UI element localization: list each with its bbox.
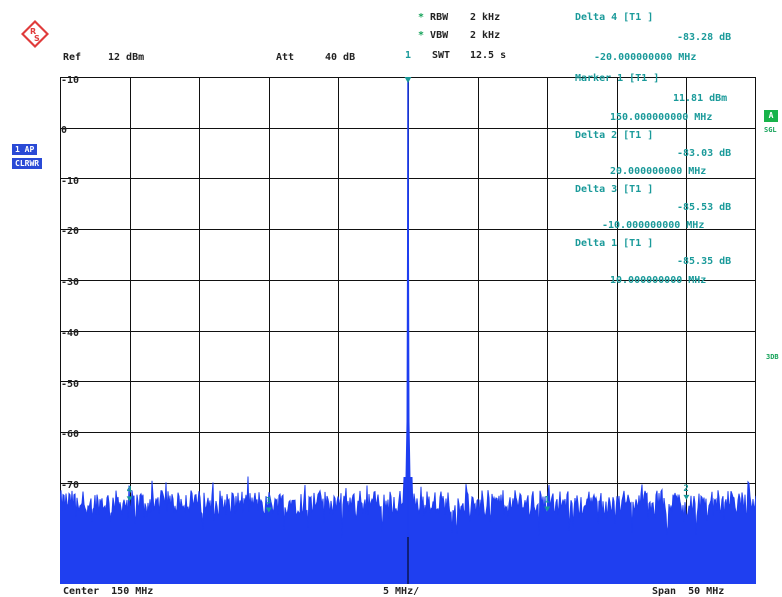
marker-freq: -10.000000000 MHz (602, 220, 705, 231)
spectrum-plot: 4 3 1 2 (60, 77, 756, 584)
marker-name: Delta 3 [T1 ] (575, 184, 654, 195)
marker-freq: -20.000000000 MHz (594, 52, 697, 63)
svg-text:R: R (30, 27, 36, 36)
marker-triangle (683, 494, 690, 500)
marker-triangle (404, 77, 412, 83)
center-frequency: Center 150 MHz (63, 586, 154, 597)
svg-text:S: S (34, 34, 40, 43)
marker-level: -85.35 dB (677, 256, 732, 267)
y-tick-label: -20 (61, 226, 80, 237)
marker-number: 2 (683, 484, 688, 494)
y-tick-label: -10 (61, 75, 80, 86)
side-flag-sgl: SGL (764, 126, 777, 134)
trace-mode-clrwr-badge[interactable]: CLRWR (12, 158, 43, 169)
y-tick-label: -60 (61, 429, 80, 440)
att-value: 40 dB (325, 52, 356, 63)
marker-level: -85.53 dB (677, 202, 732, 213)
frequency-span: Span 50 MHz (652, 586, 725, 597)
y-tick-label: -70 (61, 480, 80, 491)
marker-triangle (544, 506, 551, 512)
vbw-label: * VBW (418, 30, 449, 41)
marker-freq: 150.000000000 MHz (610, 112, 713, 123)
marker-level: 11.81 dBm (673, 93, 728, 104)
marker-name: Delta 2 [T1 ] (575, 130, 654, 141)
scale-per-division: 5 MHz/ (383, 586, 420, 597)
swt-label: SWT (432, 50, 451, 61)
rbw-label: * RBW (418, 12, 449, 23)
marker-number: 3 (266, 496, 271, 506)
y-tick-label: -50 (61, 379, 80, 390)
marker-name: Marker 1 [T1 ] (575, 73, 660, 84)
ref-label: Ref (63, 52, 82, 63)
ref-value: 12 dBm (108, 52, 145, 63)
side-flag-a: A (764, 110, 778, 122)
rbw-value: 2 kHz (470, 12, 501, 23)
marker-triangle (265, 507, 272, 513)
marker-freq: 10.000000000 MHz (610, 275, 707, 286)
y-tick-label: -30 (61, 277, 80, 288)
side-flag-3db: 3DB (766, 353, 779, 361)
vbw-value: 2 kHz (470, 30, 501, 41)
marker-name: Delta 1 [T1 ] (575, 238, 654, 249)
marker-freq: 20.000000000 MHz (610, 166, 707, 177)
marker-number: 4 (127, 485, 133, 495)
marker-triangle (126, 496, 133, 502)
marker-number: 1 (405, 50, 412, 61)
y-tick-label: 0 (61, 125, 68, 136)
rohde-schwarz-logo: R S (8, 8, 50, 48)
trace-mode-ap-badge[interactable]: 1 AP (12, 144, 38, 155)
marker-name: Delta 4 [T1 ] (575, 12, 654, 23)
y-tick-label: -10 (61, 176, 80, 187)
y-tick-label: -40 (61, 328, 80, 339)
swt-value: 12.5 s (470, 50, 507, 61)
marker-number: 1 (544, 495, 549, 505)
marker-level: -83.28 dB (677, 32, 732, 43)
marker-level: -83.03 dB (677, 148, 732, 159)
att-label: Att (276, 52, 295, 63)
